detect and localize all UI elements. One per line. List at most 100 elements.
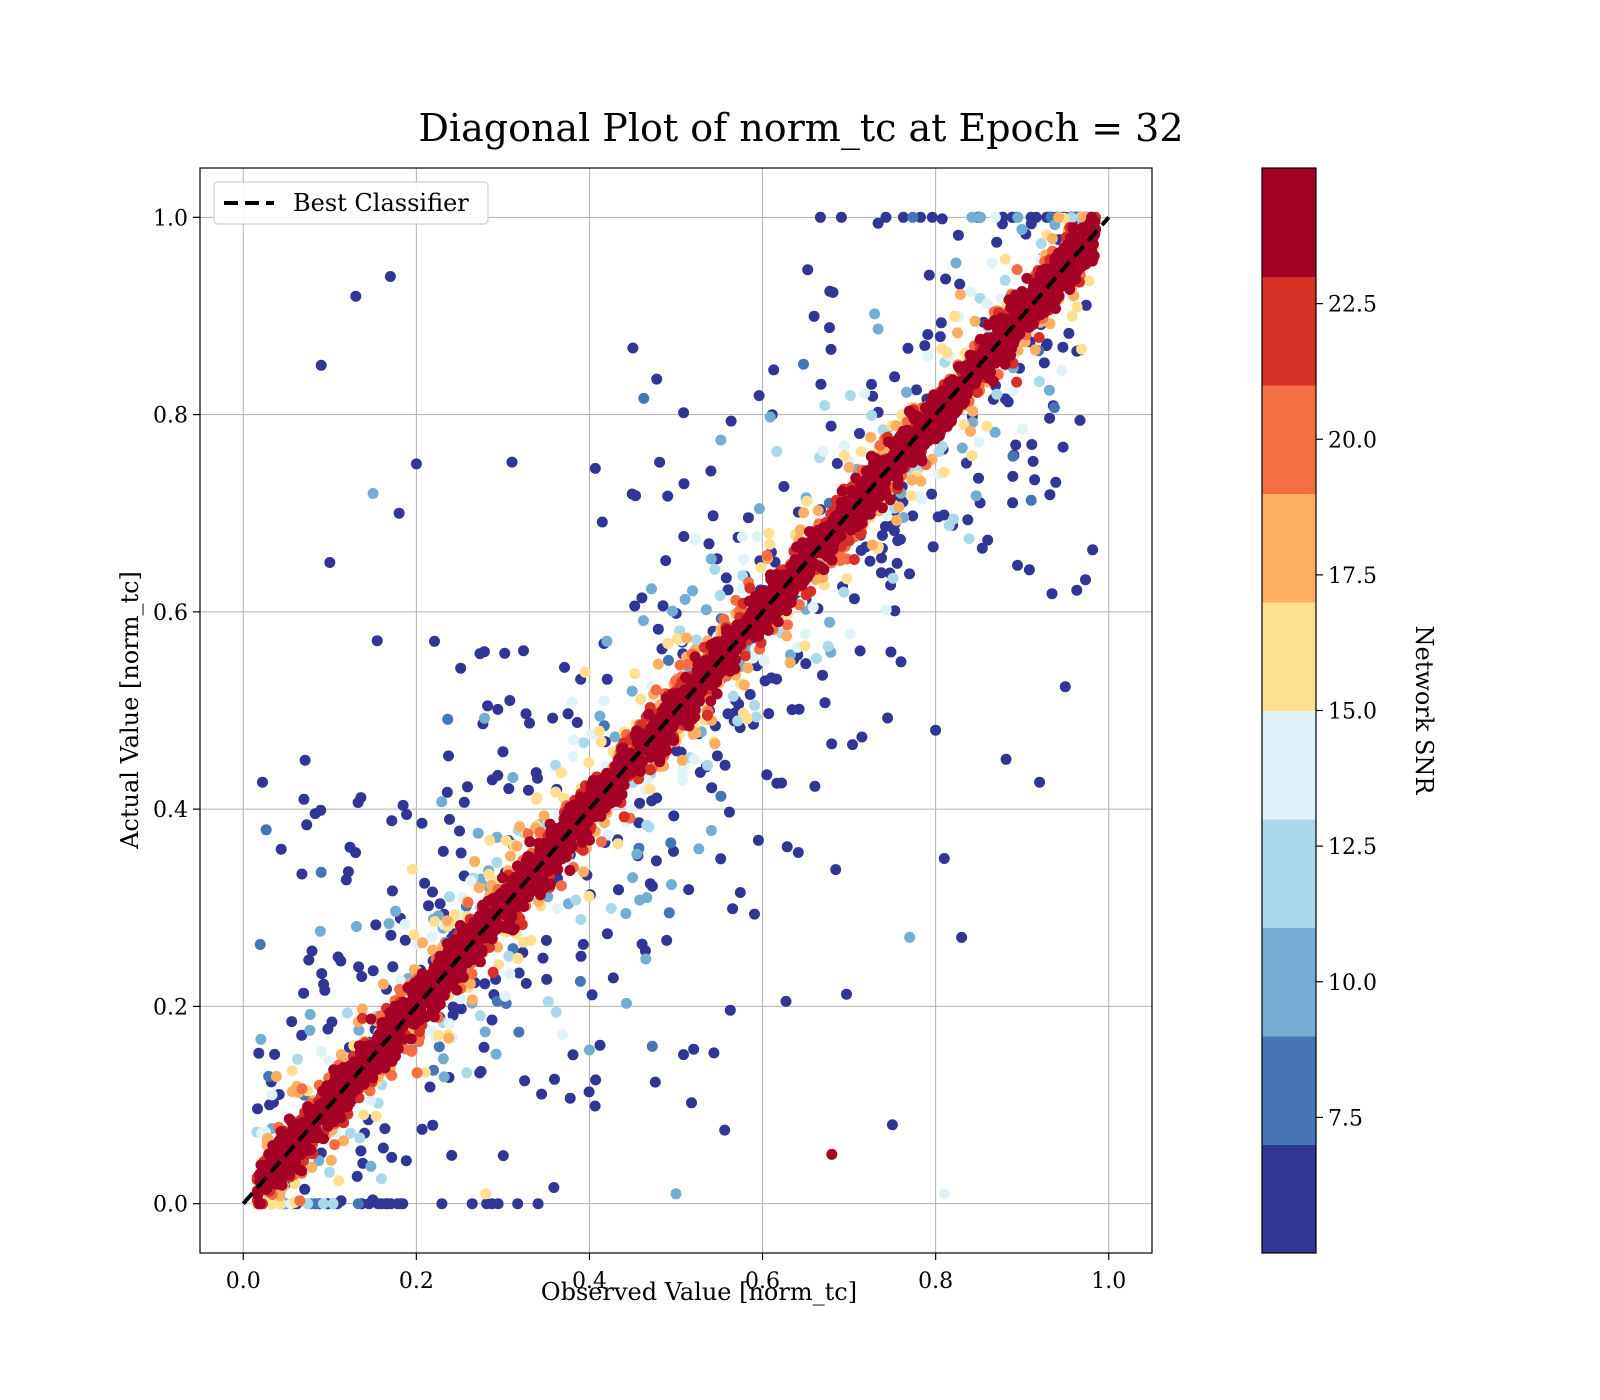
scatter-point: [306, 945, 318, 957]
scatter-point: [705, 695, 717, 707]
scatter-point: [1080, 299, 1092, 311]
scatter-point: [678, 407, 690, 419]
scatter-points: [251, 211, 1102, 1210]
scatter-point: [560, 851, 572, 863]
scatter-point: [872, 217, 884, 229]
scatter-point: [838, 440, 850, 452]
scatter-point: [630, 490, 641, 502]
scatter-point: [416, 937, 428, 949]
scatter-point: [646, 583, 657, 595]
scatter-point: [1071, 301, 1083, 313]
scatter-point: [780, 995, 792, 1007]
scatter-point: [400, 1155, 412, 1167]
scatter-point: [739, 650, 751, 662]
scatter-point: [497, 746, 509, 758]
scatter-point: [356, 1003, 368, 1015]
scatter-point: [357, 1012, 368, 1024]
scatter-point: [609, 731, 621, 743]
scatter-point: [843, 461, 855, 473]
scatter-point: [677, 775, 689, 787]
scatter-point: [365, 1013, 377, 1025]
scatter-point: [687, 585, 698, 597]
scatter-point: [935, 317, 947, 329]
scatter-point: [325, 1154, 337, 1166]
scatter-point: [296, 868, 308, 880]
scatter-point: [436, 796, 448, 808]
scatter-point: [593, 725, 605, 737]
scatter-point: [1053, 211, 1065, 223]
scatter-point: [427, 1119, 439, 1131]
scatter-point: [722, 708, 734, 720]
scatter-point: [668, 845, 679, 857]
scatter-point: [1046, 588, 1058, 600]
scatter-point: [663, 654, 674, 666]
scatter-point: [491, 857, 503, 868]
scatter-point: [483, 868, 495, 880]
scatter-point: [482, 700, 494, 712]
scatter-point: [401, 809, 413, 820]
scatter-point: [508, 923, 520, 935]
scatter-point: [895, 656, 907, 668]
scatter-point: [753, 503, 765, 515]
scatter-point: [299, 1183, 311, 1195]
scatter-point: [952, 327, 963, 339]
scatter-point: [530, 767, 542, 779]
scatter-point: [500, 835, 512, 847]
scatter-point: [876, 552, 887, 564]
scatter-point: [269, 1048, 281, 1060]
scatter-point: [738, 679, 750, 691]
scatter-point: [999, 274, 1011, 286]
scatter-point: [759, 675, 771, 687]
scatter-point: [455, 662, 467, 674]
scatter-point: [764, 411, 776, 423]
scatter-point: [753, 390, 765, 402]
scatter-point: [686, 1097, 697, 1109]
scatter-point: [442, 713, 454, 725]
scatter-point: [438, 1071, 450, 1083]
scatter-point: [880, 604, 892, 616]
scatter-point: [949, 310, 961, 322]
scatter-point: [681, 632, 693, 644]
scatter-point: [1038, 357, 1050, 369]
scatter-point: [876, 529, 888, 541]
scatter-point: [943, 520, 955, 531]
scatter-point: [499, 990, 511, 1002]
scatter-point: [427, 944, 439, 956]
scatter-point: [474, 956, 486, 968]
scatter-point: [466, 994, 478, 1006]
scatter-point: [323, 1055, 335, 1067]
scatter-point: [683, 884, 695, 896]
scatter-point: [555, 767, 567, 779]
scatter-point: [764, 538, 776, 550]
scatter-point: [578, 737, 590, 749]
scatter-point: [322, 1120, 334, 1132]
scatter-point: [969, 315, 981, 327]
scatter-point: [286, 1065, 298, 1077]
scatter-point: [437, 1053, 449, 1065]
scatter-point: [719, 1124, 731, 1136]
scatter-point: [926, 488, 938, 500]
scatter-point: [715, 853, 727, 865]
scatter-point: [1041, 265, 1053, 277]
scatter-point: [836, 485, 848, 497]
scatter-point: [860, 465, 872, 477]
scatter-point: [755, 562, 767, 574]
scatter-point: [341, 1007, 353, 1019]
scatter-point: [947, 374, 959, 386]
scatter-point: [1011, 264, 1023, 276]
scatter-point: [260, 824, 272, 836]
scatter-point: [1038, 298, 1050, 310]
scatter-point: [936, 213, 948, 225]
scatter-point: [936, 440, 948, 452]
scatter-point: [286, 1016, 298, 1028]
scatter-point: [575, 950, 587, 962]
scatter-point: [324, 557, 336, 568]
scatter-point: [707, 510, 719, 522]
scatter-point: [666, 879, 677, 891]
scatter-point: [804, 536, 816, 548]
scatter-point: [954, 289, 966, 300]
scatter-point: [875, 567, 887, 579]
chart-title: Diagonal Plot of norm_tc at Epoch = 32: [418, 106, 1183, 151]
scatter-point: [753, 630, 764, 642]
scatter-point: [782, 619, 793, 631]
